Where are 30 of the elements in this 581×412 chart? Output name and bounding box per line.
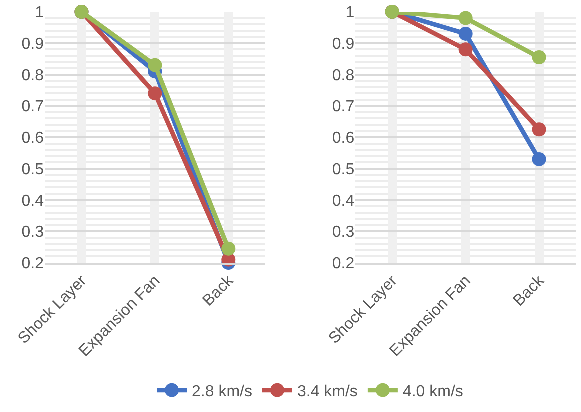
y-tick-label: 0.6 [332, 130, 355, 148]
y-tick-label: 0.2 [332, 256, 355, 273]
point [222, 242, 236, 256]
point [458, 42, 473, 57]
y-tick-label: 0.3 [332, 224, 355, 242]
point [532, 122, 546, 137]
y-tick-label: 0.2 [22, 256, 44, 273]
y-tick-label: 0.5 [332, 161, 355, 178]
point [148, 58, 162, 72]
point [148, 86, 162, 101]
y-tick-label: 0.9 [22, 36, 44, 53]
y-tick-label: 0.4 [22, 192, 44, 210]
legend-label: 4.0 km/s [402, 384, 464, 401]
point [532, 152, 546, 166]
point [458, 11, 473, 26]
y-tick-label: 1 [346, 4, 355, 22]
legend-label: 3.4 km/s [297, 384, 358, 401]
y-tick-label: 0.8 [22, 67, 44, 84]
point [458, 26, 473, 41]
y-tick-label: 0.9 [332, 36, 355, 53]
y-tick-label: 0.5 [22, 161, 44, 178]
y-tick-label: 0.6 [22, 130, 44, 148]
y-tick-label: 0.7 [22, 98, 44, 116]
y-tick-label: 0.7 [332, 98, 355, 116]
y-tick-label: 0.3 [22, 224, 44, 242]
y-tick-label: 1 [35, 4, 44, 22]
y-tick-label: 0.8 [332, 67, 355, 84]
y-tick-label: 0.4 [332, 192, 355, 210]
legend-label: 2.8 km/s [192, 384, 252, 401]
point [532, 50, 546, 64]
